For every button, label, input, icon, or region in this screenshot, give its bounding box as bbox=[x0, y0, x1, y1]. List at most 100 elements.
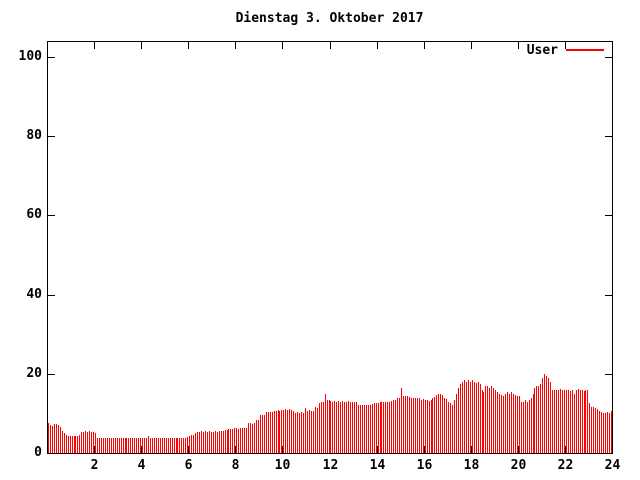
impulse-bar bbox=[452, 405, 453, 453]
y-tick-label: 100 bbox=[18, 49, 42, 64]
impulse-bar bbox=[238, 429, 239, 453]
impulse-bar bbox=[574, 394, 575, 453]
impulse-bar bbox=[166, 438, 167, 453]
impulse-bar bbox=[332, 402, 333, 453]
impulse-bar bbox=[309, 410, 310, 453]
impulse-bar bbox=[601, 412, 602, 453]
impulse-bar bbox=[70, 436, 71, 453]
impulse-bar bbox=[544, 374, 545, 453]
impulse-bar bbox=[183, 438, 184, 453]
impulse-bar bbox=[83, 432, 84, 453]
impulse-bar bbox=[370, 405, 371, 453]
impulse-bar bbox=[438, 394, 439, 453]
impulse-bar bbox=[358, 405, 359, 453]
impulse-bar bbox=[517, 396, 518, 453]
impulse-bar bbox=[376, 403, 377, 453]
x-tick-label: 6 bbox=[184, 458, 193, 473]
impulse-bar bbox=[415, 398, 416, 453]
impulse-bar bbox=[464, 380, 465, 453]
y-tick-label: 0 bbox=[34, 445, 42, 460]
impulse-bar bbox=[372, 404, 373, 453]
impulse-bar bbox=[221, 431, 222, 453]
impulse-bar bbox=[497, 392, 498, 453]
x-tick-label: 10 bbox=[274, 458, 291, 473]
impulse-bar bbox=[405, 396, 406, 453]
x-tick-label: 2 bbox=[90, 458, 99, 473]
impulse-bar bbox=[56, 424, 57, 453]
impulse-bar bbox=[285, 409, 286, 453]
impulse-bar bbox=[340, 402, 341, 453]
impulse-bar bbox=[125, 438, 126, 453]
impulse-bar bbox=[327, 400, 328, 453]
impulse-bar bbox=[232, 429, 233, 453]
impulse-bar bbox=[595, 408, 596, 453]
impulse-bar bbox=[509, 394, 510, 453]
impulse-bar bbox=[146, 438, 147, 453]
impulse-bar bbox=[387, 402, 388, 453]
impulse-bar bbox=[128, 438, 129, 453]
impulse-bar bbox=[364, 405, 365, 453]
impulse-bar bbox=[68, 436, 69, 453]
impulse-bar bbox=[536, 386, 537, 453]
impulse-bar bbox=[321, 402, 322, 453]
impulse-bar bbox=[315, 407, 316, 453]
impulse-bar bbox=[89, 431, 90, 453]
impulse-bar bbox=[550, 382, 551, 453]
impulse-bar bbox=[164, 438, 165, 453]
impulse-bar bbox=[599, 411, 600, 453]
impulse-bar bbox=[578, 389, 579, 453]
impulse-bar bbox=[170, 438, 171, 453]
impulse-bar bbox=[278, 410, 279, 453]
impulse-bar bbox=[499, 394, 500, 453]
impulse-bar bbox=[319, 403, 320, 453]
impulse-bar bbox=[115, 438, 116, 453]
impulse-bar bbox=[81, 432, 82, 453]
impulse-bar bbox=[176, 438, 177, 453]
impulse-bar bbox=[119, 438, 120, 453]
x-tick-label: 22 bbox=[557, 458, 574, 473]
impulse-bar bbox=[607, 412, 608, 453]
impulse-bar bbox=[568, 390, 569, 453]
impulse-bar bbox=[597, 409, 598, 453]
impulse-bar bbox=[260, 415, 261, 453]
impulse-bar bbox=[85, 431, 86, 453]
impulse-bar bbox=[66, 435, 67, 453]
impulse-bar bbox=[123, 438, 124, 453]
impulse-bar bbox=[403, 396, 404, 453]
impulse-bar bbox=[576, 390, 577, 453]
impulse-bar bbox=[460, 384, 461, 453]
impulse-bar bbox=[413, 398, 414, 453]
impulse-bar bbox=[215, 431, 216, 453]
impulse-bar bbox=[440, 394, 441, 453]
impulse-bar bbox=[323, 402, 324, 453]
impulse-bar bbox=[354, 402, 355, 453]
impulse-bar bbox=[297, 412, 298, 453]
impulse-bar bbox=[168, 438, 169, 453]
impulse-bar bbox=[293, 411, 294, 453]
impulse-bar bbox=[270, 412, 271, 453]
impulse-bar bbox=[242, 428, 243, 453]
impulse-bar bbox=[311, 411, 312, 453]
impulse-bar bbox=[368, 405, 369, 453]
impulse-bar bbox=[299, 413, 300, 453]
impulse-bar bbox=[236, 428, 237, 453]
y-tick-label: 80 bbox=[26, 128, 42, 143]
impulse-bar bbox=[444, 398, 445, 453]
impulse-bar bbox=[99, 438, 100, 453]
impulse-bar bbox=[446, 399, 447, 453]
impulse-bar bbox=[401, 388, 402, 453]
impulse-bar bbox=[566, 390, 567, 453]
impulse-bar bbox=[213, 432, 214, 453]
impulse-bar bbox=[533, 394, 534, 453]
impulse-bar bbox=[442, 395, 443, 453]
impulse-bar bbox=[227, 430, 228, 453]
impulse-bar bbox=[336, 402, 337, 453]
y-tick-label: 40 bbox=[26, 287, 42, 302]
impulse-bar bbox=[262, 415, 263, 453]
impulse-bar bbox=[62, 431, 63, 453]
impulse-bar bbox=[593, 407, 594, 453]
impulse-bar bbox=[121, 438, 122, 453]
impulse-bar bbox=[385, 402, 386, 453]
impulse-bar bbox=[307, 411, 308, 453]
impulse-bar bbox=[289, 409, 290, 453]
